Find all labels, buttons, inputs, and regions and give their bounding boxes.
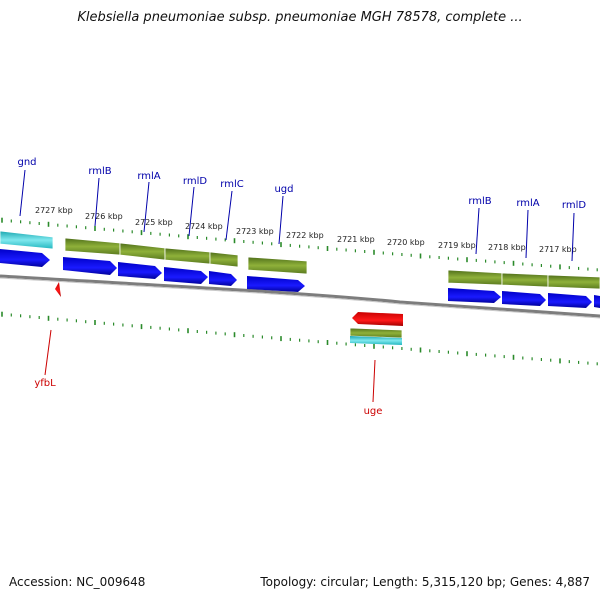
gene-bar-rmlD-2 bbox=[547, 274, 600, 290]
tick-label: 2727 kbp bbox=[35, 206, 73, 215]
cds-arrow bbox=[247, 276, 305, 292]
page-title: Klebsiella pneumoniae subsp. pneumoniae … bbox=[77, 10, 523, 25]
gene-label: rmlD bbox=[183, 176, 207, 187]
tick-marks-bottom bbox=[1, 311, 598, 366]
gene-label: rmlB bbox=[88, 166, 111, 177]
gene-bar-rmlA bbox=[119, 242, 166, 261]
cds-arrows-forward bbox=[0, 249, 600, 308]
tick-label: 2720 kbp bbox=[387, 238, 425, 247]
tick-label: 2718 kbp bbox=[488, 243, 526, 252]
gene-bars-top bbox=[0, 230, 600, 290]
gene-bar-rmlA-2 bbox=[501, 272, 549, 288]
tick-label: 2721 kbp bbox=[337, 235, 375, 244]
gene-bar-rmlB-2 bbox=[447, 269, 503, 286]
tick-marks-top bbox=[1, 217, 598, 272]
gene-label: rmlC bbox=[220, 179, 243, 190]
gene-label: yfbL bbox=[34, 378, 56, 389]
gene-bar-uge-teal bbox=[350, 336, 402, 345]
tick-label: 2724 kbp bbox=[185, 222, 223, 231]
accession-text: Accession: NC_009648 bbox=[9, 575, 146, 589]
cds-arrow bbox=[594, 295, 600, 308]
gene-label: uge bbox=[364, 406, 383, 417]
gene-label: gnd bbox=[17, 157, 36, 168]
gene-label: rmlB bbox=[468, 196, 491, 207]
tick-label: 2725 kbp bbox=[135, 218, 173, 227]
cds-arrow bbox=[548, 293, 592, 308]
gene-labels-top: gnd rmlB rmlA rmlD rmlC ugd rmlB rmlA rm… bbox=[17, 157, 586, 211]
tick-label: 2722 kbp bbox=[286, 231, 324, 240]
cds-arrow bbox=[164, 267, 208, 284]
cds-arrow bbox=[118, 262, 162, 279]
tick-label: 2726 kbp bbox=[85, 212, 123, 221]
gene-label: ugd bbox=[274, 184, 293, 195]
cds-arrow bbox=[448, 288, 501, 303]
gene-leader-lines bbox=[19, 169, 575, 403]
gene-label: rmlD bbox=[562, 200, 586, 211]
cds-arrow-reverse-yfbL bbox=[55, 282, 61, 297]
genome-summary-text: Topology: circular; Length: 5,315,120 bp… bbox=[260, 575, 590, 589]
cds-arrow bbox=[502, 291, 546, 306]
gene-bar-gnd bbox=[0, 230, 54, 250]
gene-label: rmlA bbox=[137, 171, 160, 182]
reverse-strand-features bbox=[55, 282, 403, 345]
gene-label: rmlA bbox=[516, 198, 539, 209]
cds-arrow bbox=[63, 257, 117, 275]
cds-arrow-reverse-uge bbox=[352, 312, 403, 326]
gene-labels-bottom: yfbL uge bbox=[34, 378, 382, 417]
genome-backbone bbox=[0, 274, 600, 318]
cds-arrow bbox=[209, 271, 237, 286]
gene-bar-rmlD bbox=[164, 247, 211, 265]
cds-arrow bbox=[0, 249, 50, 267]
tick-label: 2717 kbp bbox=[539, 245, 577, 254]
gene-bar-ugd bbox=[247, 256, 308, 275]
tick-label: 2723 kbp bbox=[236, 227, 274, 236]
tick-labels: 2727 kbp 2726 kbp 2725 kbp 2724 kbp 2723… bbox=[35, 206, 577, 254]
gene-bar-rmlB bbox=[64, 237, 121, 256]
gene-bar-rmlC bbox=[209, 251, 239, 268]
tick-label: 2719 kbp bbox=[438, 241, 476, 250]
